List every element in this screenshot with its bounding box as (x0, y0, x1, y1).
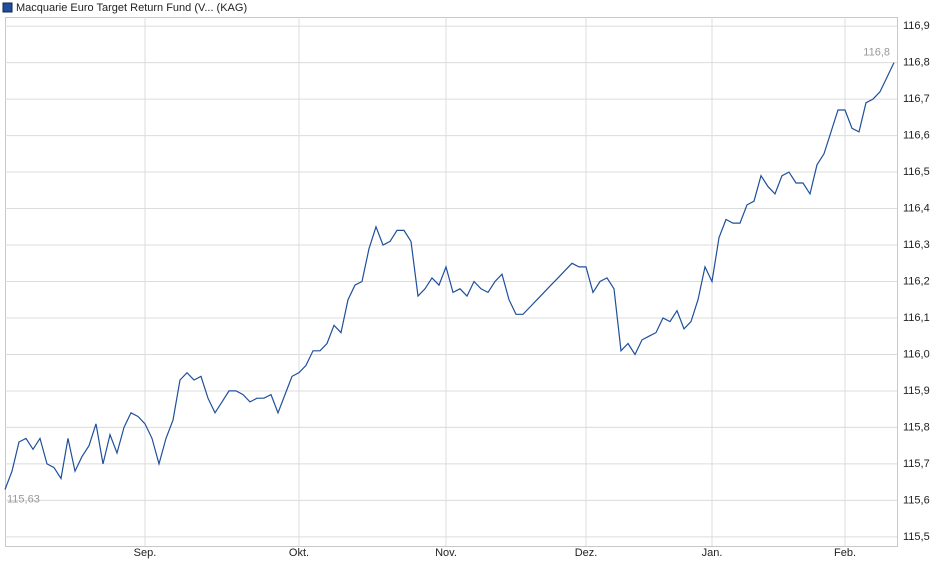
y-tick-label: 116,6 (903, 129, 930, 141)
x-tick-label: Feb. (834, 547, 856, 559)
y-tick-label: 115,9 (903, 385, 930, 397)
chart-title: Macquarie Euro Target Return Fund (V... … (16, 2, 247, 14)
y-tick-label: 116,9 (903, 20, 930, 32)
y-tick-label: 116,4 (903, 202, 930, 214)
y-tick-label: 116,7 (903, 93, 930, 105)
legend-swatch (2, 2, 13, 13)
y-tick-label: 116,1 (903, 312, 930, 324)
x-tick-label: Okt. (289, 547, 309, 559)
y-tick-label: 115,7 (903, 458, 930, 470)
y-tick-label: 116,2 (903, 275, 930, 287)
x-tick-label: Dez. (575, 547, 598, 559)
y-tick-label: 116,8 (903, 57, 930, 69)
y-tick-label: 115,8 (903, 421, 930, 433)
y-tick-label: 115,5 (903, 531, 930, 543)
value-label: 115,63 (7, 493, 40, 505)
line (4, 62, 895, 490)
y-tick-label: 116,3 (903, 239, 930, 251)
y-tick-label: 116,5 (903, 166, 930, 178)
y-tick-label: 115,6 (903, 494, 930, 506)
value-label: 116,8 (863, 47, 890, 59)
x-tick-label: Nov. (435, 547, 457, 559)
y-tick-label: 116,0 (903, 348, 930, 360)
x-tick-label: Sep. (134, 547, 157, 559)
x-tick-label: Jan. (702, 547, 723, 559)
